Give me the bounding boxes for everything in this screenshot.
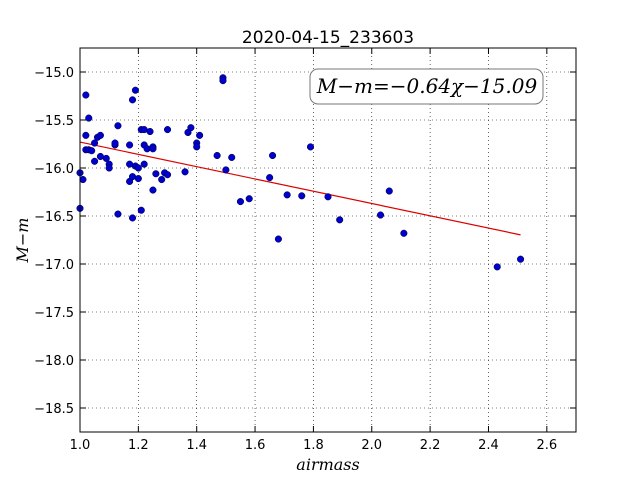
- data-point: [298, 192, 306, 200]
- data-point: [79, 175, 87, 184]
- data-point: [146, 127, 154, 136]
- data-point: [274, 235, 282, 243]
- x-tick-label: 1.2: [128, 438, 149, 453]
- x-tick-label: 2.2: [420, 438, 441, 453]
- data-point: [88, 147, 96, 155]
- y-axis-label: M−m: [13, 218, 32, 264]
- y-tick-label: −15.0: [34, 66, 74, 81]
- x-tick-label: 1.6: [245, 438, 266, 453]
- data-point: [149, 186, 157, 194]
- data-point: [245, 195, 253, 203]
- data-point: [140, 160, 148, 168]
- data-point: [269, 151, 277, 160]
- data-point: [152, 170, 160, 178]
- data-point: [134, 164, 142, 172]
- x-axis-label: airmass: [296, 455, 359, 474]
- data-point: [128, 96, 137, 104]
- plot-frame: [79, 47, 577, 433]
- data-point: [517, 255, 525, 263]
- data-point: [163, 171, 172, 179]
- data-point: [219, 77, 227, 85]
- data-point: [158, 175, 166, 184]
- data-point: [181, 168, 189, 176]
- x-tick-label: 2.4: [478, 438, 499, 453]
- data-point: [137, 206, 145, 214]
- y-tick-label: −17.0: [34, 258, 74, 273]
- fit-layer: [79, 141, 521, 236]
- data-point: [187, 124, 195, 132]
- y-tick-label: −15.5: [34, 114, 74, 129]
- data-point: [126, 141, 134, 149]
- data-point: [82, 91, 90, 99]
- y-tick-label: −17.5: [34, 306, 74, 321]
- data-point: [111, 139, 119, 147]
- data-point: [283, 191, 291, 199]
- x-tick-label: 2.0: [361, 438, 382, 453]
- data-point: [400, 229, 408, 237]
- points-layer: [76, 74, 525, 271]
- data-point: [236, 198, 245, 206]
- data-point: [134, 175, 142, 183]
- x-tick-label: 1.4: [186, 438, 207, 453]
- data-point: [114, 122, 122, 130]
- grid: [79, 48, 576, 432]
- data-point: [102, 154, 110, 162]
- data-point: [82, 131, 90, 139]
- data-point: [266, 174, 274, 182]
- data-point: [213, 151, 221, 160]
- data-point: [91, 139, 99, 147]
- data-point: [96, 131, 104, 139]
- y-tick-label: −16.5: [34, 210, 74, 225]
- data-point: [85, 114, 93, 122]
- x-tick-label: 1.8: [303, 438, 324, 453]
- data-point: [385, 187, 393, 195]
- data-point: [196, 131, 204, 139]
- fit-line: [79, 141, 521, 236]
- y-tick-label: −16.0: [34, 162, 74, 177]
- tick-labels: 1.0 1.2 1.4 1.6 1.8 2.0 2.2 2.4 2.6 −15.0 −15.5 −16…: [34, 66, 557, 453]
- data-point: [228, 153, 236, 161]
- x-tick-label: 1.0: [70, 438, 91, 453]
- data-point: [91, 157, 99, 165]
- chart-title: 2020-04-15_233603: [242, 28, 414, 48]
- data-point: [128, 214, 137, 222]
- data-point: [493, 263, 501, 271]
- y-tick-label: −18.5: [34, 402, 74, 417]
- data-point: [105, 164, 113, 172]
- fit-equation-frame: [309, 68, 544, 105]
- x-tick-label: 2.6: [536, 438, 557, 453]
- y-tick-label: −18.0: [34, 354, 74, 369]
- data-point: [114, 210, 122, 218]
- data-point: [131, 86, 139, 94]
- data-point: [163, 126, 172, 134]
- data-point: [324, 193, 332, 201]
- data-point: [193, 143, 201, 151]
- fit-equation-box: M−m=−0.64χ−15.09: [309, 68, 544, 105]
- ticks: [79, 48, 576, 432]
- data-point: [222, 166, 230, 174]
- data-point: [376, 211, 385, 219]
- data-point: [306, 143, 315, 151]
- plot-area: [80, 48, 576, 432]
- data-point: [149, 145, 157, 153]
- data-point: [336, 216, 344, 224]
- fit-equation: M−m=−0.64χ−15.09: [316, 74, 538, 98]
